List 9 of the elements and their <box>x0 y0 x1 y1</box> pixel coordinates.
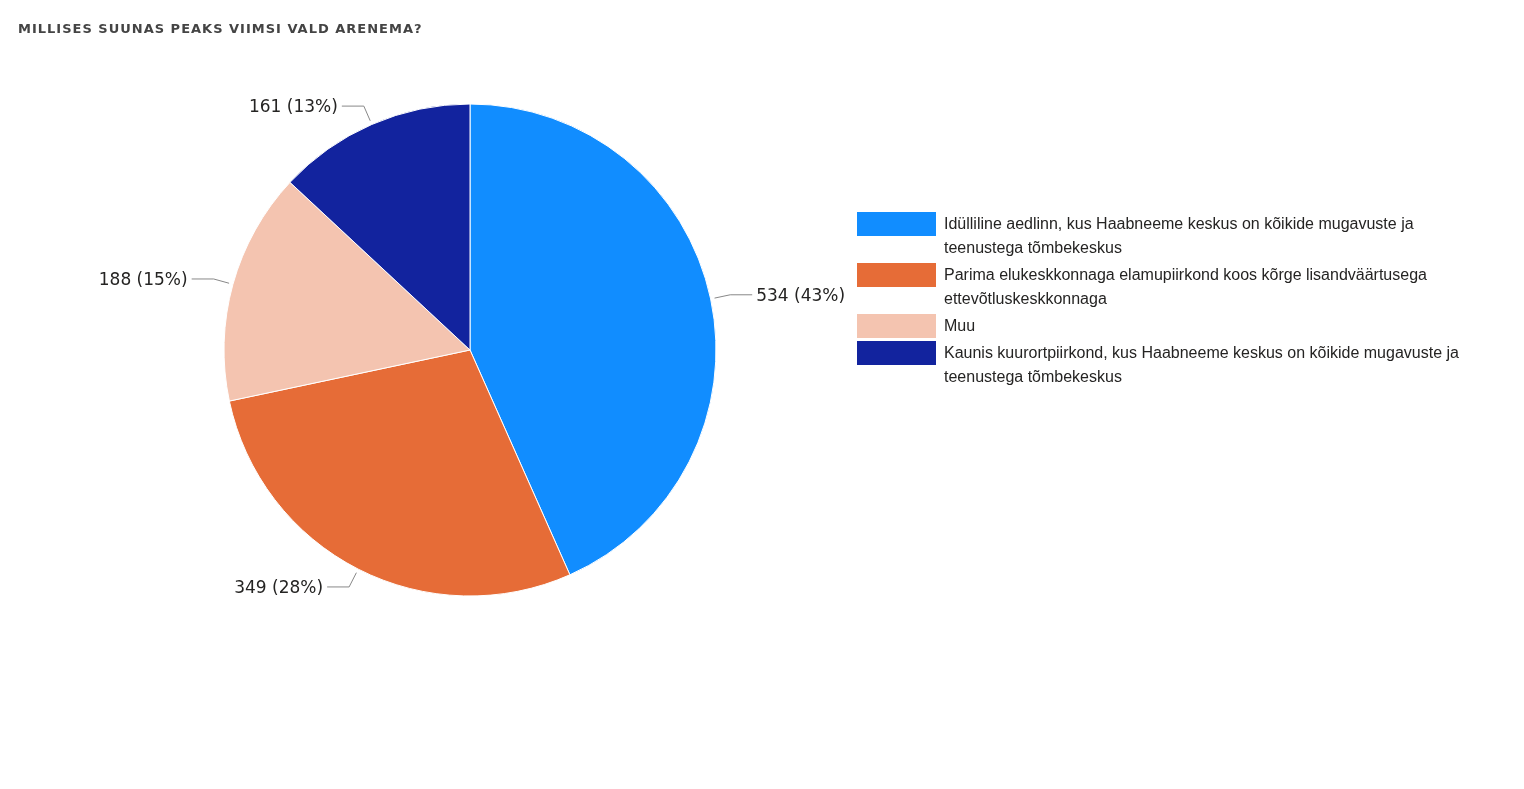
data-label: 161 (13%) <box>248 96 338 117</box>
chart-title: MILLISES SUUNAS PEAKS VIIMSI VALD ARENEMA? <box>18 21 423 36</box>
legend-label: Idülliline aedlinn, kus Haabneeme keskus on kõikide mugavuste ja teenustega tõmbekeskus <box>944 215 1414 256</box>
data-label: 188 (15%) <box>98 268 188 289</box>
data-label: 534 (43%) <box>756 284 846 305</box>
data-label: 349 (28%) <box>234 576 324 597</box>
legend-label: Kaunis kuurortpiirkond, kus Haabneeme keskus on kõikide mugavuste ja teenustega tõmbekeskus <box>944 344 1460 385</box>
legend-label: Parima elukeskkonnaga elamupiirkond koos kõrge lisandväärtusega ettevõtluskeskkonnaga <box>944 266 1428 307</box>
legend-label: Muu <box>944 317 976 334</box>
